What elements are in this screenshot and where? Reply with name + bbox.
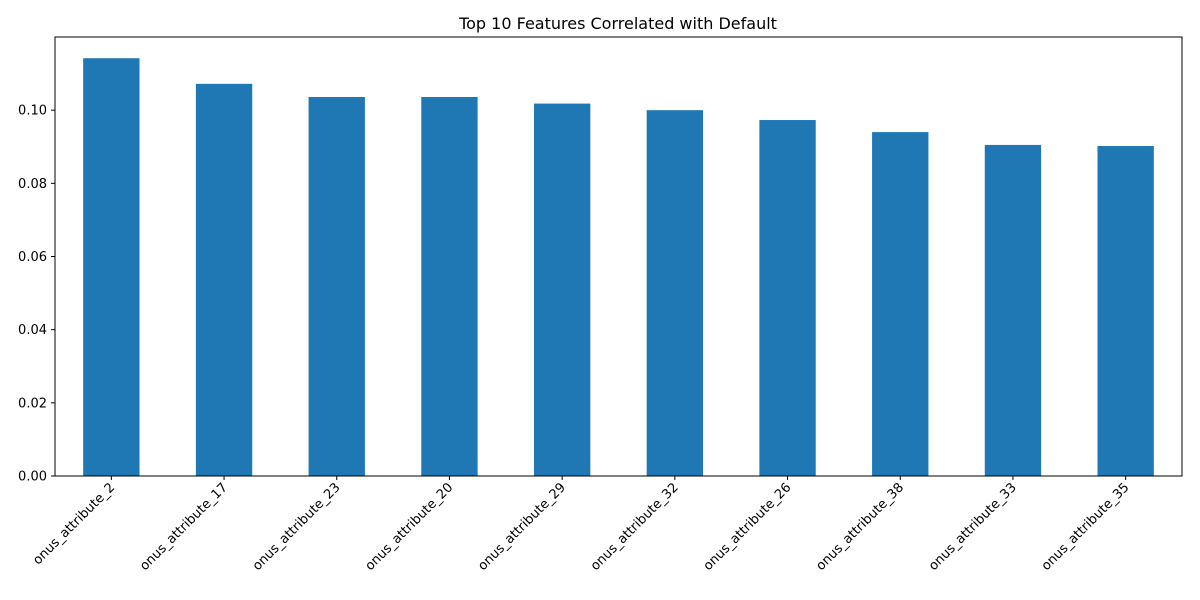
- bar-onus_attribute_26: [759, 120, 816, 476]
- y-tick-label: 0.08: [18, 177, 47, 192]
- x-tick-label: onus_attribute_2: [30, 480, 118, 568]
- y-tick-label: 0.06: [18, 250, 47, 265]
- y-tick-label: 0.04: [18, 323, 47, 338]
- bar-onus_attribute_20: [421, 97, 478, 476]
- bars-group: [83, 58, 1154, 477]
- bar-onus_attribute_38: [872, 132, 929, 476]
- x-tick-label: onus_attribute_35: [1039, 480, 1133, 574]
- bar-onus_attribute_17: [195, 83, 253, 476]
- x-tick-label: onus_attribute_32: [588, 480, 682, 574]
- x-tick-label: onus_attribute_26: [701, 480, 795, 574]
- bar-onus_attribute_35: [1097, 146, 1154, 476]
- x-tick-label: onus_attribute_23: [250, 480, 344, 574]
- bar-onus_attribute_23: [308, 97, 365, 476]
- plot-frame: [54, 36, 1183, 477]
- chart-title: Top 10 Features Correlated with Default: [458, 14, 777, 33]
- bar-onus_attribute_33: [984, 144, 1042, 477]
- y-axis: 0.00 0.02 0.04 0.06 0.08 0.10: [18, 104, 55, 485]
- x-axis: onus_attribute_2 onus_attribute_17 onus_at…: [30, 476, 1132, 574]
- x-tick-label: onus_attribute_20: [363, 480, 457, 574]
- bar-onus_attribute_29: [533, 103, 591, 476]
- bar-onus_attribute_32: [646, 110, 704, 477]
- y-tick-label: 0.02: [18, 396, 47, 411]
- bar-onus_attribute_2: [83, 58, 140, 476]
- y-tick-label: 0.10: [18, 104, 47, 119]
- x-tick-label: onus_attribute_38: [813, 480, 907, 574]
- x-tick-label: onus_attribute_17: [137, 480, 231, 574]
- x-tick-label: onus_attribute_29: [475, 480, 569, 574]
- y-tick-label: 0.00: [18, 470, 47, 485]
- x-tick-label: onus_attribute_33: [926, 480, 1020, 574]
